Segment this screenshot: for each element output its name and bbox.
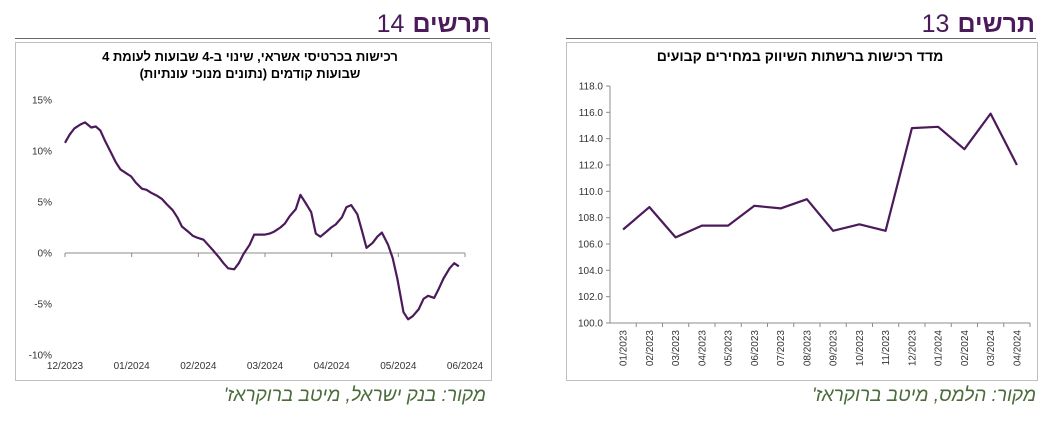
chart14-heading-number: 14	[376, 10, 405, 38]
chart14-source: מקור: בנק ישראל, מיטב ברוקראז'	[223, 385, 486, 406]
chart14-title-line1: רכישות בכרטיסי אשראי, שינוי ב-4 שבועות ל…	[102, 49, 398, 64]
chart13-heading-rule	[566, 38, 1036, 39]
chart14-heading-rule	[15, 38, 490, 39]
chart14-heading: תרשים 14	[300, 10, 490, 40]
chart13-title: מדד רכישות ברשתות השיווק במחירים קבועים	[656, 48, 944, 64]
chart13-heading-number: 13	[921, 10, 950, 38]
chart13-heading-label: תרשים	[957, 10, 1035, 38]
chart14-title-line2: שבועות קודמים (נתונים מנוכי עונתיות)	[139, 66, 361, 81]
chart14-title: רכישות בכרטיסי אשראי, שינוי ב-4 שבועות ל…	[40, 48, 460, 82]
chart13-frame	[566, 42, 1038, 381]
chart13-heading: תרשים 13	[845, 10, 1035, 40]
chart14-heading-label: תרשים	[412, 10, 490, 38]
chart14-frame	[15, 42, 492, 381]
chart13-source: מקור: הלמס, מיטב ברוקראז'	[811, 385, 1036, 406]
